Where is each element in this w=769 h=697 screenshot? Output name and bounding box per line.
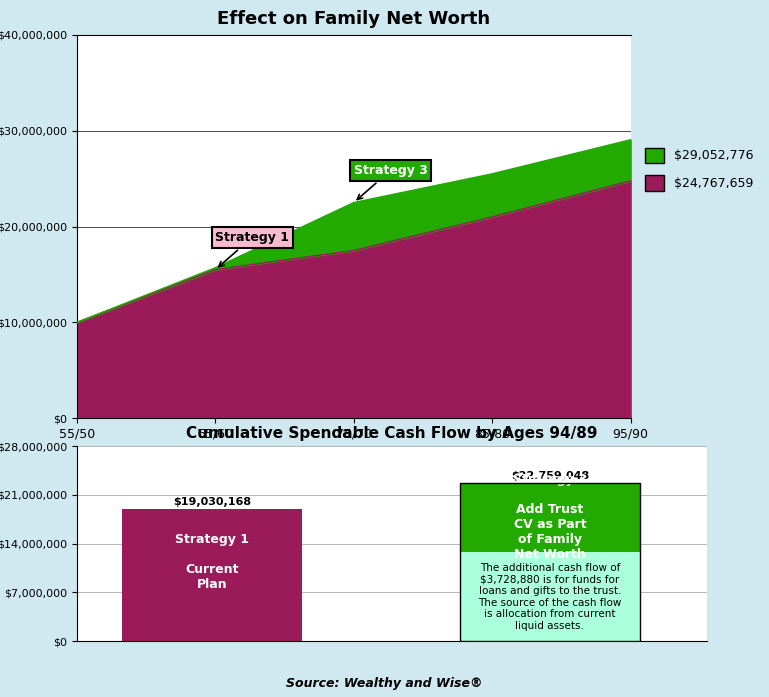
- Title: Cumulative Spendable Cash Flow by Ages 94/89: Cumulative Spendable Cash Flow by Ages 9…: [186, 426, 598, 441]
- X-axis label: Ages (Client/Spouse): Ages (Client/Spouse): [272, 447, 435, 461]
- Text: $22,759,048: $22,759,048: [511, 471, 589, 481]
- Bar: [122, 509, 302, 641]
- Text: The additional cash flow of
$3,728,880 is for funds for
loans and gifts to the t: The additional cash flow of $3,728,880 i…: [478, 562, 621, 631]
- Bar: [460, 552, 640, 641]
- Text: Source: Wealthy and Wise®: Source: Wealthy and Wise®: [286, 677, 483, 690]
- Text: Strategy 3

Add Trust
CV as Part
of Family
Net Worth: Strategy 3 Add Trust CV as Part of Famil…: [513, 473, 587, 562]
- Title: Effect on Family Net Worth: Effect on Family Net Worth: [217, 10, 491, 28]
- Text: Strategy 3: Strategy 3: [354, 164, 428, 199]
- Text: Strategy 1: Strategy 1: [215, 231, 289, 267]
- Text: Strategy 1

Current
Plan: Strategy 1 Current Plan: [175, 533, 249, 590]
- Legend: $29,052,776, $24,767,659: $29,052,776, $24,767,659: [642, 145, 756, 193]
- Text: $19,030,168: $19,030,168: [173, 497, 251, 507]
- Bar: [460, 482, 640, 552]
